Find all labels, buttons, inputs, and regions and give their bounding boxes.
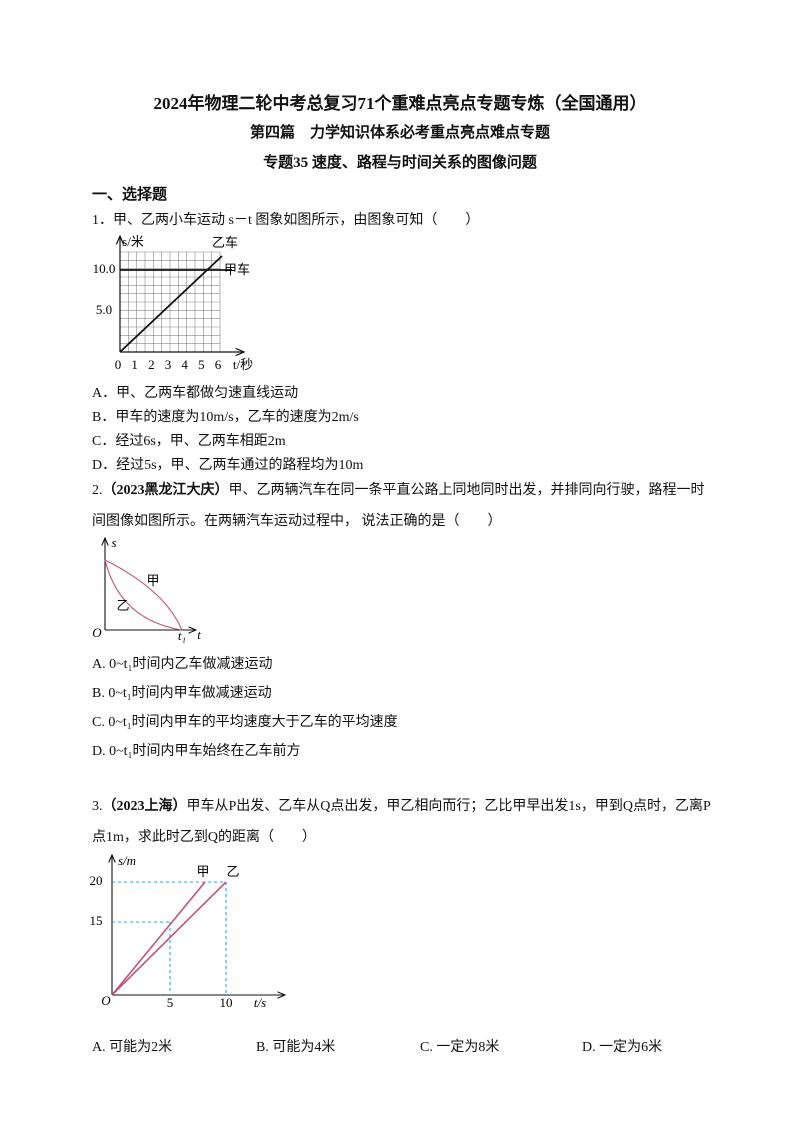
x-label: t/s [254,995,266,1010]
title: 2024年物理二轮中考总复习71个重难点亮点专题专炼（全国通用） [153,94,647,113]
option: B．甲车的速度为10m/s，乙车的速度为2m/s [92,410,359,425]
origin: O [101,993,111,1008]
y-tick-label: 20 [90,873,103,888]
stem: 3.（2023上海）甲车从P出发、乙车从Q点出发，甲乙相向而行；乙比甲早出发1s… [92,791,712,853]
y-label: s/m [118,853,136,868]
option: C. 0~t₁时间内甲车的平均速度大于乙车的平均速度 [92,715,398,730]
option: C．经过6s，甲、乙两车相距2m [92,434,286,449]
y-label: s [111,535,116,550]
line-label: 乙 [116,598,129,613]
option: A．甲、乙两车都做匀速直线运动 [92,386,299,401]
subtitle: 第四篇 力学知识体系必考重点亮点难点专题 [249,125,550,141]
curve-a [104,559,183,631]
option: D．经过5s，甲、乙两车通过的路程均为10m [92,458,364,473]
x-tick-label: 3 [165,357,172,372]
x-tick-label: 5 [167,995,174,1010]
y-label: s/米 [122,234,144,249]
line-label: 甲车 [224,262,250,277]
number: 2. [92,483,103,498]
y-tick-label: 5.0 [96,302,112,317]
x-label: t [197,627,201,642]
x-tick-label: 10 [220,995,233,1010]
line-label: 乙车 [212,235,238,250]
line-label: 甲 [146,573,159,588]
origin: O [92,625,102,640]
x-tick-label: 1 [131,357,138,372]
y-tick-label: 15 [90,913,103,928]
x-tick-label: 6 [215,357,222,372]
line-b [111,881,227,996]
line-a [111,881,206,996]
number: 3. [92,799,103,814]
source: （2023上海） [102,799,187,814]
x-tick-label: 5 [198,357,205,372]
option: B. 0~t₁时间内甲车做减速运动 [92,686,272,701]
x-tick-label: 4 [181,357,188,372]
option: C. 一定为8米 [420,1040,500,1055]
line-b [119,255,223,353]
curve-b [104,559,183,631]
x-tick-label: 2 [148,357,155,372]
text: 甲车从P出发、乙车从Q点出发，甲乙相向而行；乙比甲早出发1s，甲到Q点时，乙离P… [92,799,711,845]
stem: 1．甲、乙两小车运动 s－t 图象如图所示，由图象可知（ ） [92,213,480,228]
line-label: 乙 [226,864,239,879]
option: D. 一定为6米 [582,1040,663,1055]
x-tick-label: 0 [115,357,122,372]
source: （2023黑龙江大庆） [102,483,229,498]
option: B. 可能为4米 [256,1040,336,1055]
t1: t₁ [178,628,186,643]
x-label: t/秒 [233,357,253,372]
option: A. 可能为2米 [92,1040,173,1055]
y-tick-label: 10.0 [93,261,116,276]
text: 甲、乙两辆汽车在同一条平直公路上同地同时出发，并排同向行驶，路程一时间图像如图所… [92,483,705,529]
line-label: 甲 [196,864,209,879]
option: A. 0~t₁时间内乙车做减速运动 [92,657,273,672]
topic: 专题35 速度、路程与时间关系的图像问题 [263,155,537,171]
option: D. 0~t₁时间内甲车始终在乙车前方 [92,744,301,759]
section: 一、选择题 [92,187,168,203]
stem: 2.（2023黑龙江大庆）甲、乙两辆汽车在同一条平直公路上同地同时出发，并排同向… [92,475,712,537]
